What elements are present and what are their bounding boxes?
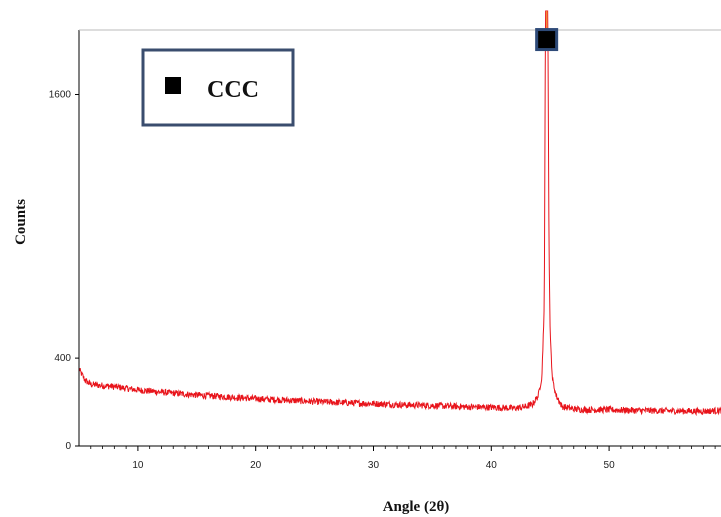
y-tick-label: 0 (65, 441, 71, 452)
y-axis-title: Counts (13, 199, 29, 245)
y-tick-label: 400 (54, 353, 71, 364)
x-axis-title: Angle (2θ) (383, 499, 450, 515)
x-tick-label: 50 (604, 460, 616, 471)
x-tick-label: 30 (368, 460, 380, 471)
x-ticks: 10 20 30 40 50 (132, 446, 615, 471)
peak-marker-layer (535, 28, 559, 52)
y-ticks: 0 400 1600 (49, 89, 79, 452)
x-minor-ticks (90, 446, 716, 449)
legend-marker-square (165, 77, 181, 94)
series-line-0 (78, 10, 721, 417)
legend: CCC (141, 48, 295, 127)
peak-marker-square (535, 28, 559, 52)
x-tick-label: 20 (250, 460, 262, 471)
legend-label: CCC (207, 77, 259, 103)
plot-area: 10 20 30 40 50 0 400 1600 (49, 10, 721, 471)
x-tick-label: 40 (486, 460, 498, 471)
y-tick-label: 1600 (49, 89, 72, 100)
x-tick-label: 10 (132, 460, 144, 471)
